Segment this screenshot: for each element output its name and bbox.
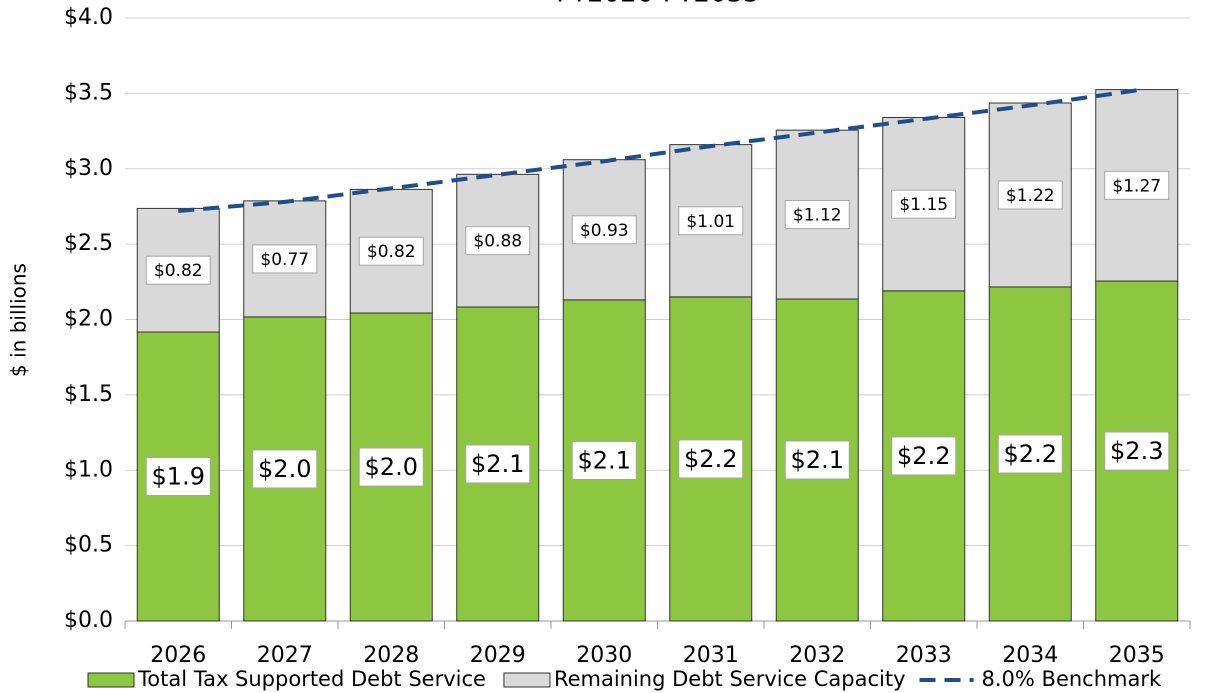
data-label-box xyxy=(784,200,850,230)
x-tick-label: 2034 xyxy=(1002,643,1058,668)
legend-label: 8.0% Benchmark xyxy=(982,667,1162,691)
legend-swatch xyxy=(87,672,135,688)
x-tick-label: 2029 xyxy=(470,643,526,668)
legend-swatch xyxy=(503,672,551,688)
data-label: $0.82 xyxy=(154,261,203,281)
x-tick-label: 2028 xyxy=(363,643,419,668)
data-label: $1.12 xyxy=(793,206,842,226)
y-tick-label: $1.5 xyxy=(64,382,113,407)
legend-label: Total Tax Supported Debt Service xyxy=(137,667,486,691)
y-tick-label: $3.0 xyxy=(64,156,113,181)
data-label: $2.2 xyxy=(897,442,950,470)
data-label: $1.9 xyxy=(152,463,205,491)
data-label: $2.1 xyxy=(578,446,631,474)
data-label-box xyxy=(465,226,531,256)
data-label-box xyxy=(571,215,637,245)
data-label: $1.22 xyxy=(1006,186,1055,206)
data-label-box xyxy=(678,206,744,236)
data-label: $2.0 xyxy=(258,455,311,483)
y-axis-label: $ in billions xyxy=(7,263,31,377)
data-label: $2.1 xyxy=(471,450,524,478)
x-tick-label: 2030 xyxy=(576,643,632,668)
data-label-box xyxy=(571,440,637,480)
data-label-box xyxy=(784,440,850,480)
data-label-box xyxy=(252,244,318,274)
data-label-box xyxy=(358,236,424,266)
data-label-box xyxy=(145,255,211,285)
data-label: $2.3 xyxy=(1110,437,1163,465)
data-label: $1.01 xyxy=(686,212,735,232)
data-label: $1.15 xyxy=(899,195,948,215)
data-label: $0.77 xyxy=(260,250,309,270)
legend-label: Remaining Debt Service Capacity xyxy=(554,667,906,691)
data-label: $0.88 xyxy=(473,232,522,252)
x-tick-label: 2027 xyxy=(257,643,313,668)
data-label: $1.27 xyxy=(1112,176,1161,196)
data-label-box xyxy=(358,447,424,487)
y-tick-label: $0.5 xyxy=(64,533,113,558)
data-label-box xyxy=(997,180,1063,210)
data-label-box xyxy=(891,436,957,476)
data-label-box xyxy=(1104,431,1170,471)
data-label: $2.2 xyxy=(684,445,737,473)
y-tick-label: $1.0 xyxy=(64,457,113,482)
x-tick-label: 2031 xyxy=(683,643,739,668)
x-tick-label: 2032 xyxy=(789,643,845,668)
data-label-box xyxy=(997,434,1063,474)
data-label: $0.82 xyxy=(367,242,416,262)
data-label-box xyxy=(678,439,744,479)
data-label-box xyxy=(1104,170,1170,200)
x-tick-label: 2026 xyxy=(150,643,206,668)
y-tick-label: $2.0 xyxy=(64,307,113,332)
data-label: $2.1 xyxy=(791,446,844,474)
data-label-box xyxy=(252,449,318,489)
x-tick-label: 2033 xyxy=(896,643,952,668)
y-tick-label: $4.0 xyxy=(64,5,113,30)
y-tick-label: $0.0 xyxy=(64,608,113,633)
benchmark-line xyxy=(178,88,1138,213)
y-tick-label: $2.5 xyxy=(64,231,113,256)
data-label: $2.0 xyxy=(365,453,418,481)
data-label-box xyxy=(891,189,957,219)
chart-title: FY2026-FY2035 xyxy=(556,0,759,9)
data-label: $2.2 xyxy=(1004,440,1057,468)
data-label-box xyxy=(465,444,531,484)
x-tick-label: 2035 xyxy=(1109,643,1165,668)
data-label: $0.93 xyxy=(580,221,629,241)
y-tick-label: $3.5 xyxy=(64,80,113,105)
data-label-box xyxy=(145,457,211,497)
